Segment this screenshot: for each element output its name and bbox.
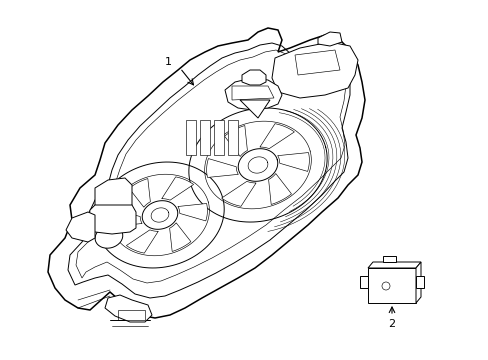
Polygon shape — [359, 276, 367, 288]
Polygon shape — [224, 78, 282, 110]
Polygon shape — [48, 28, 364, 318]
Polygon shape — [200, 120, 209, 155]
Text: 1: 1 — [164, 57, 171, 67]
Polygon shape — [259, 124, 294, 149]
Polygon shape — [271, 42, 357, 98]
Polygon shape — [206, 159, 238, 177]
Polygon shape — [178, 203, 207, 221]
Polygon shape — [240, 100, 269, 118]
Polygon shape — [95, 178, 132, 212]
Polygon shape — [242, 70, 265, 85]
Polygon shape — [224, 126, 247, 157]
Polygon shape — [214, 120, 224, 155]
Polygon shape — [268, 174, 291, 204]
Polygon shape — [367, 262, 420, 268]
Polygon shape — [227, 120, 238, 155]
Circle shape — [381, 282, 389, 290]
Polygon shape — [169, 223, 190, 251]
Polygon shape — [415, 276, 423, 288]
Polygon shape — [162, 177, 193, 200]
Polygon shape — [277, 153, 309, 171]
Polygon shape — [105, 295, 152, 322]
Ellipse shape — [95, 226, 122, 248]
Polygon shape — [88, 205, 136, 234]
Polygon shape — [221, 181, 256, 206]
Polygon shape — [415, 262, 420, 303]
Polygon shape — [367, 268, 415, 303]
Polygon shape — [129, 179, 150, 207]
Text: 2: 2 — [387, 319, 395, 329]
Polygon shape — [112, 209, 142, 226]
Polygon shape — [185, 120, 196, 155]
Polygon shape — [66, 212, 95, 242]
Polygon shape — [382, 256, 395, 262]
Polygon shape — [126, 230, 158, 253]
Polygon shape — [317, 32, 341, 46]
